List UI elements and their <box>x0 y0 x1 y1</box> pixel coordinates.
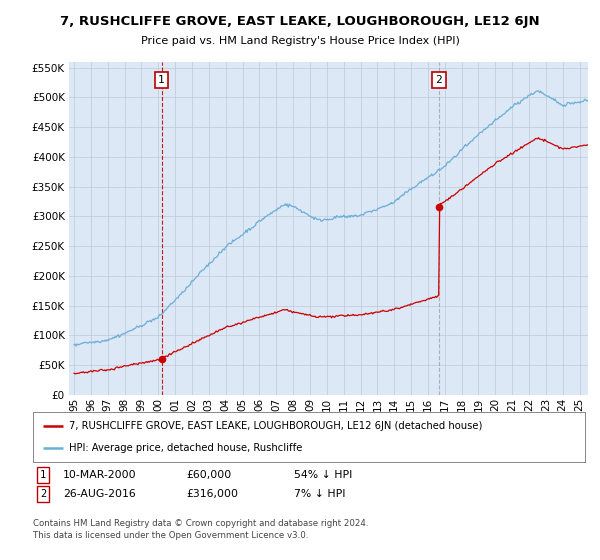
Text: £60,000: £60,000 <box>186 470 231 480</box>
Text: 1: 1 <box>158 75 165 85</box>
Text: 7, RUSHCLIFFE GROVE, EAST LEAKE, LOUGHBOROUGH, LE12 6JN: 7, RUSHCLIFFE GROVE, EAST LEAKE, LOUGHBO… <box>60 15 540 27</box>
Text: 7, RUSHCLIFFE GROVE, EAST LEAKE, LOUGHBOROUGH, LE12 6JN (detached house): 7, RUSHCLIFFE GROVE, EAST LEAKE, LOUGHBO… <box>69 421 482 431</box>
Text: 1: 1 <box>40 470 46 480</box>
Text: 26-AUG-2016: 26-AUG-2016 <box>63 489 136 499</box>
Text: 2: 2 <box>436 75 442 85</box>
Text: 2: 2 <box>40 489 46 499</box>
Text: This data is licensed under the Open Government Licence v3.0.: This data is licensed under the Open Gov… <box>33 531 308 540</box>
Text: Price paid vs. HM Land Registry's House Price Index (HPI): Price paid vs. HM Land Registry's House … <box>140 36 460 46</box>
Text: 7% ↓ HPI: 7% ↓ HPI <box>294 489 346 499</box>
Text: 10-MAR-2000: 10-MAR-2000 <box>63 470 137 480</box>
Text: £316,000: £316,000 <box>186 489 238 499</box>
Text: Contains HM Land Registry data © Crown copyright and database right 2024.: Contains HM Land Registry data © Crown c… <box>33 519 368 528</box>
Text: 54% ↓ HPI: 54% ↓ HPI <box>294 470 352 480</box>
Text: HPI: Average price, detached house, Rushcliffe: HPI: Average price, detached house, Rush… <box>69 443 302 453</box>
